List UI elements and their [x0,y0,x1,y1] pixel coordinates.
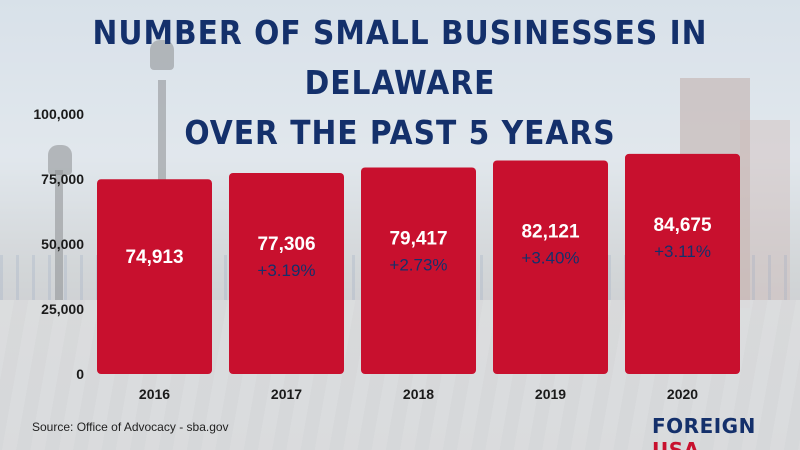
bar-value-label: 82,121 [521,221,580,242]
bar-2016 [97,179,212,374]
x-axis-tick-label: 2018 [403,386,434,402]
source-note: Source: Office of Advocacy - sba.gov [32,420,229,434]
bar-value-label: 74,913 [125,247,183,268]
y-axis-tick-label: 100,000 [33,106,84,122]
bar-change-label: +2.73% [389,256,447,275]
background-lamp-head [150,40,174,70]
y-axis-tick-label: 25,000 [41,301,84,317]
y-axis-tick-label: 0 [76,366,84,382]
brand-logo-part-1: FOREIGN [652,414,756,438]
brand-logo: FOREIGN USA [652,414,800,450]
x-axis-tick-label: 2017 [271,386,302,402]
bar-change-label: +3.19% [257,261,315,280]
x-axis-tick-label: 2020 [667,386,698,402]
bar-2017 [229,173,344,374]
y-axis-tick-label: 50,000 [41,236,84,252]
background-lamp-post [55,170,63,300]
bar-value-label: 79,417 [389,229,447,250]
bar-2020 [625,153,740,374]
bar-change-label: +3.11% [654,242,711,261]
bar-2018 [361,167,476,374]
bar-value-label: 84,675 [653,215,712,236]
chart-title: NUMBER OF SMALL BUSINESSES IN DELAWARE O… [0,8,800,158]
bar-value-label: 77,306 [257,234,315,255]
chart-title-line-1: NUMBER OF SMALL BUSINESSES IN DELAWARE [92,13,708,102]
chart-title-line-2: OVER THE PAST 5 YEARS [184,113,616,152]
x-axis-tick-label: 2019 [535,386,566,402]
bar-change-label: +3.40% [521,248,579,267]
background-lamp-head [48,145,72,175]
bar-2019 [493,160,608,374]
x-axis-tick-label: 2016 [139,386,170,402]
background-building [740,120,790,310]
y-axis-tick-label: 75,000 [41,171,84,187]
brand-logo-part-2: USA [652,438,700,450]
